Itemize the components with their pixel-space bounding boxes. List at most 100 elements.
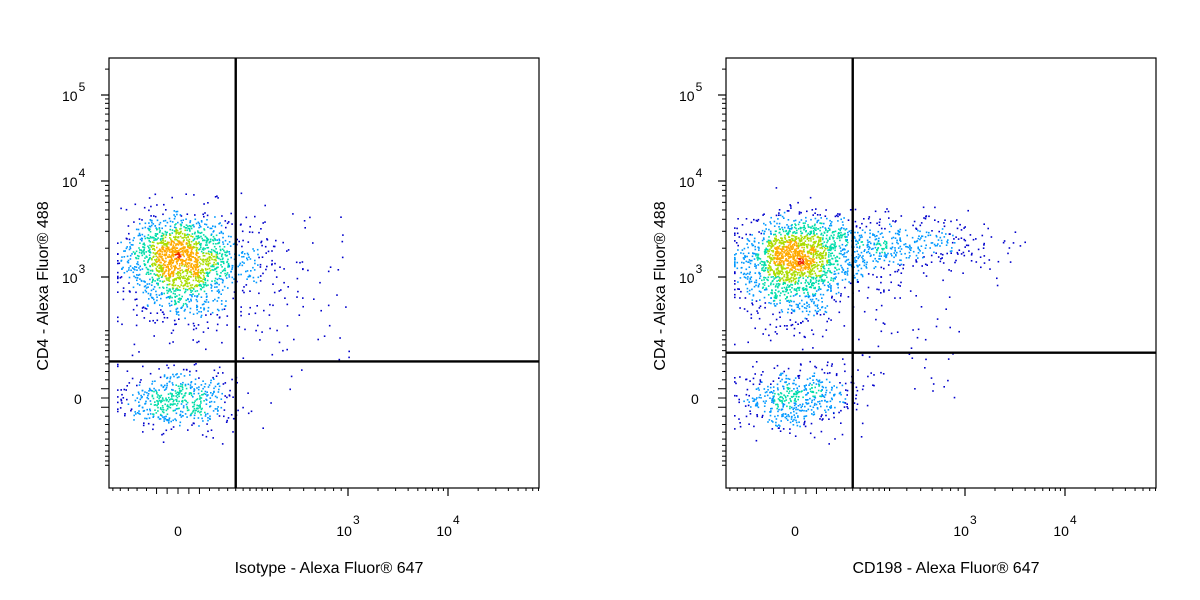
event-dot xyxy=(201,418,203,420)
event-dot xyxy=(271,263,273,265)
event-dot xyxy=(876,244,878,246)
event-dot xyxy=(181,386,183,388)
event-dot xyxy=(800,231,802,233)
event-dot xyxy=(184,278,186,280)
event-dot xyxy=(181,222,183,224)
event-dot xyxy=(222,443,224,445)
event-dot xyxy=(159,250,161,252)
event-dot xyxy=(819,230,821,232)
event-dot xyxy=(218,239,220,241)
event-dot xyxy=(177,253,179,255)
event-dot xyxy=(200,245,202,247)
event-dot xyxy=(780,257,782,259)
event-dot xyxy=(788,392,790,394)
event-dot xyxy=(265,246,267,248)
event-dot xyxy=(758,249,760,251)
event-dot xyxy=(795,290,797,292)
event-dot xyxy=(173,293,175,295)
event-dot xyxy=(824,232,826,234)
event-dot xyxy=(157,312,159,314)
event-dot xyxy=(280,289,282,291)
event-dot xyxy=(941,242,943,244)
event-dot xyxy=(755,267,757,269)
event-dot xyxy=(798,421,800,423)
event-dot xyxy=(155,225,157,227)
event-dot xyxy=(121,256,123,258)
event-dot xyxy=(773,396,775,398)
event-dot xyxy=(213,243,215,245)
event-dot xyxy=(811,413,813,415)
event-dot xyxy=(142,366,144,368)
event-dot xyxy=(201,390,203,392)
event-dot xyxy=(816,311,818,313)
event-dot xyxy=(166,287,168,289)
event-dot xyxy=(240,311,242,313)
event-dot xyxy=(751,281,753,283)
event-dot xyxy=(150,403,152,405)
event-dot xyxy=(740,277,742,279)
event-dot xyxy=(878,231,880,233)
event-dot xyxy=(139,218,141,220)
event-dot xyxy=(211,287,213,289)
event-dot xyxy=(976,261,978,263)
event-dot xyxy=(218,297,220,299)
event-dot xyxy=(754,240,756,242)
event-dot xyxy=(982,235,984,237)
event-dot xyxy=(203,203,205,205)
event-dot xyxy=(910,249,912,251)
event-dot xyxy=(219,415,221,417)
event-dot xyxy=(210,284,212,286)
event-dot xyxy=(196,236,198,238)
event-dot xyxy=(767,245,769,247)
event-dot xyxy=(242,261,244,263)
event-dot xyxy=(139,274,141,276)
event-dot xyxy=(886,208,888,210)
event-dot xyxy=(758,407,760,409)
event-dot xyxy=(754,258,756,260)
event-dot xyxy=(156,405,158,407)
event-dot xyxy=(834,278,836,280)
event-dot xyxy=(787,378,789,380)
event-dot xyxy=(179,390,181,392)
event-dot xyxy=(226,397,228,399)
event-dot xyxy=(835,301,837,303)
event-dot xyxy=(174,216,176,218)
event-dot xyxy=(160,414,162,416)
event-dot xyxy=(154,249,156,251)
event-dot xyxy=(808,272,810,274)
event-dot xyxy=(759,263,761,265)
event-dot xyxy=(260,228,262,230)
event-dot xyxy=(221,266,223,268)
event-dot xyxy=(764,388,766,390)
event-dot xyxy=(918,252,920,254)
event-dot xyxy=(163,273,165,275)
event-dot xyxy=(162,397,164,399)
event-dot xyxy=(153,245,155,247)
event-dot xyxy=(745,234,747,236)
event-dot xyxy=(180,231,182,233)
event-dot xyxy=(789,285,791,287)
event-dot xyxy=(131,244,133,246)
event-dot xyxy=(211,280,213,282)
event-dot xyxy=(888,289,890,291)
event-dot xyxy=(781,287,783,289)
event-dot xyxy=(947,242,949,244)
event-dot xyxy=(817,214,819,216)
event-dot xyxy=(786,287,788,289)
event-dot xyxy=(225,220,227,222)
event-dot xyxy=(843,248,845,250)
event-dot xyxy=(150,231,152,233)
event-dot xyxy=(914,221,916,223)
event-dot xyxy=(748,395,750,397)
event-dot xyxy=(157,278,159,280)
event-dot xyxy=(816,379,818,381)
event-dot xyxy=(195,247,197,249)
event-dot xyxy=(798,258,800,260)
event-dot xyxy=(222,241,224,243)
event-dot xyxy=(794,417,796,419)
event-dot xyxy=(794,311,796,313)
event-dot xyxy=(223,243,225,245)
event-dot xyxy=(204,229,206,231)
event-dot xyxy=(128,225,130,227)
event-dot xyxy=(839,245,841,247)
